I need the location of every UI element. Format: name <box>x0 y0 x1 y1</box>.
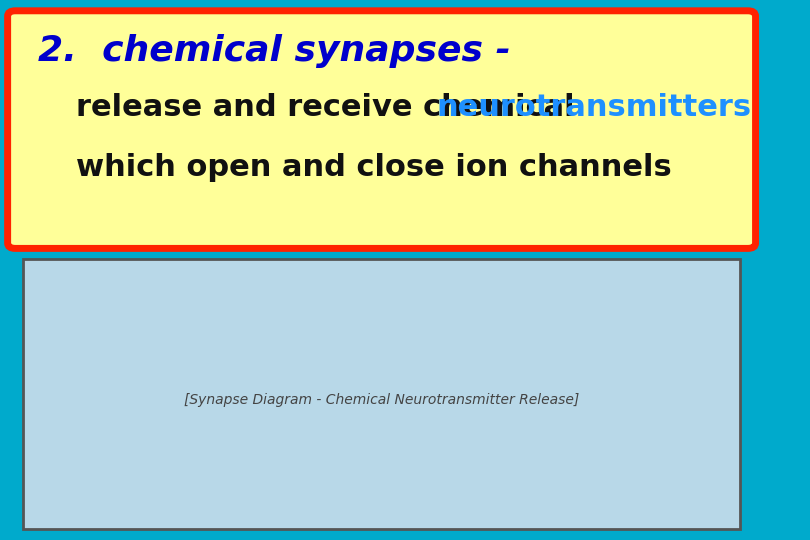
Text: which open and close ion channels: which open and close ion channels <box>76 153 672 182</box>
FancyBboxPatch shape <box>23 259 740 529</box>
Text: neurotransmitters: neurotransmitters <box>437 93 752 123</box>
Text: release and receive chemical: release and receive chemical <box>76 93 586 123</box>
Text: [Synapse Diagram - Chemical Neurotransmitter Release]: [Synapse Diagram - Chemical Neurotransmi… <box>184 393 579 407</box>
Text: 2.  chemical synapses -: 2. chemical synapses - <box>38 35 511 68</box>
FancyBboxPatch shape <box>7 11 756 248</box>
